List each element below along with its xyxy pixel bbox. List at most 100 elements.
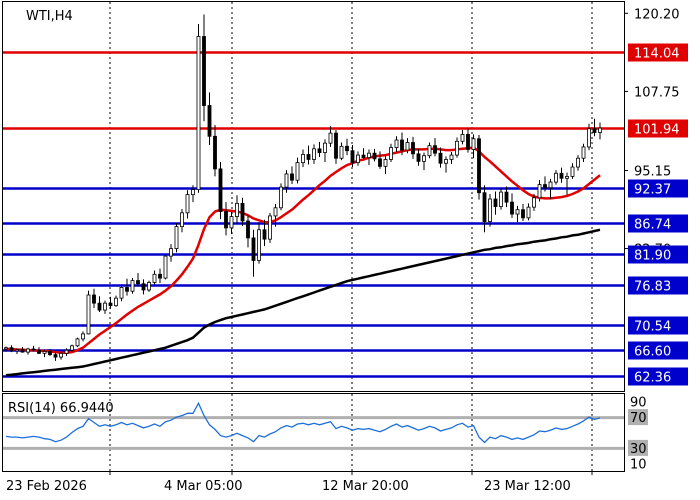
candle-body-4 [26, 348, 30, 353]
price-tick-label-0: 120.20 [634, 7, 680, 22]
candle-body-59 [328, 132, 333, 144]
price-tick-label-2: 95.15 [634, 164, 671, 179]
candle-body-98 [543, 184, 547, 189]
level-label-bg-3 [628, 214, 688, 233]
candle-body-29 [163, 255, 168, 279]
level-label-0: 114.04 [634, 47, 680, 62]
candle-body-55 [306, 154, 311, 160]
candle-body-63 [350, 150, 355, 164]
candle-body-45 [251, 237, 256, 261]
candle-body-19 [108, 302, 113, 307]
candlesticks [4, 14, 602, 361]
candle-body-40 [224, 211, 228, 229]
candle-body-77 [427, 145, 432, 157]
candle-body-10 [59, 352, 63, 358]
candle-body-7 [42, 351, 47, 354]
candle-body-57 [317, 148, 322, 153]
candle-body-64 [356, 154, 360, 164]
time-axis: 23 Feb 2026 4 Mar 05:00 12 Mar 20:00 23 Mar… [6, 471, 593, 494]
candle-body-86 [477, 138, 481, 194]
candle-body-39 [218, 168, 223, 212]
candle-body-97 [537, 184, 542, 199]
candle-body-96 [532, 197, 536, 208]
candle-body-100 [554, 172, 558, 183]
candle-body-26 [147, 282, 151, 291]
candle-body-73 [405, 142, 410, 151]
candle-body-24 [136, 280, 140, 285]
candle-body-101 [559, 172, 564, 179]
candle-body-62 [345, 145, 349, 152]
candle-body-36 [202, 36, 206, 106]
candle-body-27 [152, 273, 157, 283]
level-label-bg-5 [628, 276, 688, 295]
rsi-panel-frame [2, 393, 625, 472]
candle-body-82 [455, 140, 459, 156]
candle-body-91 [504, 191, 509, 203]
price-tick-label-1: 107.75 [634, 85, 680, 100]
candle-body-104 [576, 157, 580, 168]
time-label-1: 4 Mar 05:00 [164, 479, 243, 494]
candle-body-17 [97, 302, 102, 311]
candle-body-15 [86, 294, 91, 335]
candle-body-9 [53, 354, 58, 358]
candle-body-5 [31, 348, 36, 351]
candle-body-87 [482, 192, 487, 222]
candle-body-12 [70, 345, 74, 351]
rsi-path [5, 401, 601, 444]
level-label-8: 62.36 [634, 371, 671, 386]
level-label-7: 66.60 [634, 345, 671, 360]
time-label-2: 12 Mar 20:00 [322, 479, 409, 494]
candle-body-30 [169, 248, 173, 257]
candle-body-99 [548, 181, 553, 189]
candle-body-21 [119, 287, 124, 299]
rsi-tick-label-0: 90 [630, 396, 647, 411]
candle-body-66 [367, 152, 371, 159]
candle-body-93 [515, 209, 520, 215]
level-labels: 114.04 101.94 92.37 86.74 81.90 76.83 70.54 66.… [628, 43, 688, 386]
candle-body-49 [273, 207, 278, 217]
level-label-bg-1 [628, 119, 688, 138]
rsi-tick-label-1: 70 [630, 411, 647, 426]
candle-body-32 [180, 212, 184, 228]
candle-body-85 [471, 138, 476, 150]
level-label-5: 76.83 [634, 280, 671, 295]
candle-body-1 [9, 347, 14, 352]
candle-body-51 [284, 173, 289, 188]
candle-body-8 [48, 351, 52, 356]
level-label-bg-7 [628, 341, 688, 360]
candle-body-81 [449, 154, 454, 160]
candle-body-108 [598, 127, 602, 133]
candle-body-53 [295, 162, 300, 181]
level-label-2: 92.37 [634, 183, 671, 198]
level-label-bg-8 [628, 367, 688, 386]
candle-body-23 [130, 280, 135, 292]
candle-body-60 [334, 132, 338, 159]
candle-body-71 [394, 139, 399, 148]
horizontal-levels[interactable] [3, 51, 624, 378]
candle-body-76 [422, 155, 426, 162]
rsi-tick-bg-1 [628, 409, 648, 426]
candle-body-105 [581, 146, 586, 159]
candle-body-42 [235, 203, 239, 217]
candle-body-34 [191, 189, 195, 196]
candle-body-47 [262, 229, 267, 240]
candle-body-80 [444, 159, 448, 164]
level-label-1: 101.94 [634, 123, 680, 138]
candle-body-48 [268, 215, 272, 240]
candle-body-52 [290, 173, 294, 181]
candle-body-79 [438, 152, 443, 164]
candle-body-84 [466, 133, 470, 150]
candle-body-88 [488, 198, 492, 222]
rsi-line [5, 401, 601, 444]
candle-body-103 [570, 166, 575, 177]
candle-body-89 [493, 198, 498, 207]
candle-body-14 [81, 333, 85, 340]
candle-body-41 [229, 216, 234, 229]
candle-body-107 [592, 128, 597, 133]
candle-body-6 [37, 349, 41, 354]
candle-body-38 [213, 135, 217, 170]
candle-body-67 [372, 152, 377, 160]
candle-body-83 [460, 133, 465, 142]
candle-body-65 [361, 154, 366, 158]
